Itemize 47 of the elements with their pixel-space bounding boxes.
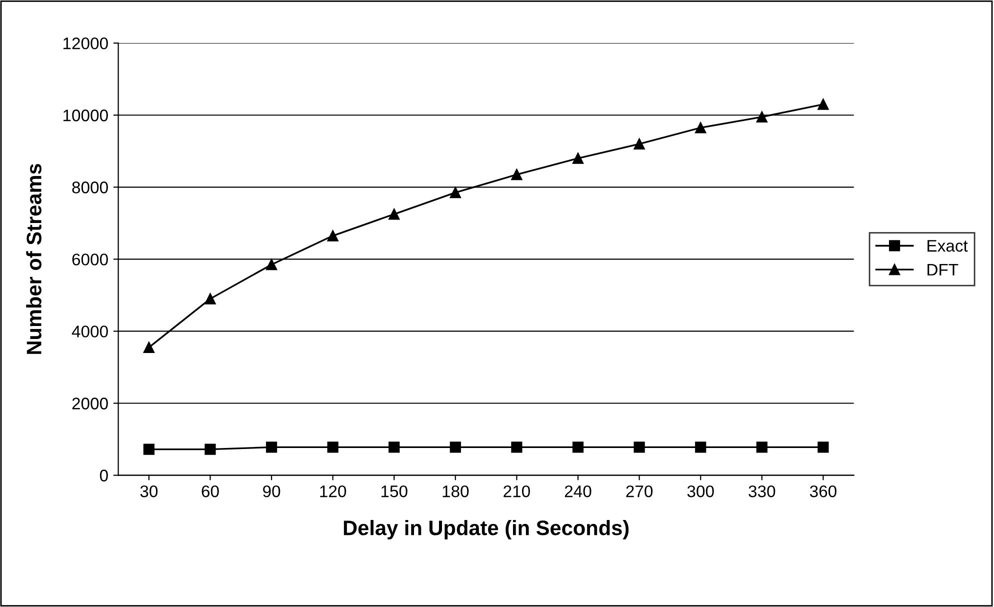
x-axis-title: Delay in Update (in Seconds) (344, 520, 629, 540)
point (388, 442, 400, 453)
point (695, 442, 706, 453)
point (204, 444, 216, 455)
x-tick-label: 330 (748, 485, 776, 498)
x-tick-label: 30 (140, 485, 158, 498)
x-tick-label: 300 (687, 485, 714, 498)
point (634, 442, 645, 453)
point (756, 442, 768, 453)
x-tick-label: 180 (442, 485, 469, 498)
point (143, 342, 154, 353)
y-tick-label: 10000 (63, 110, 108, 122)
point (818, 98, 829, 110)
point (634, 138, 645, 150)
point (695, 122, 706, 134)
x-tick-label: 90 (263, 485, 280, 498)
point (327, 442, 338, 453)
y-axis-title: Number of Streams (26, 164, 42, 354)
point (818, 442, 829, 453)
x-tick-label: 360 (810, 485, 836, 498)
point (266, 259, 278, 270)
x-tick-label: 240 (564, 485, 592, 498)
point (572, 152, 584, 164)
point (756, 111, 768, 122)
y-tick-label: 12000 (63, 38, 108, 50)
y-tick-label: 4000 (72, 326, 108, 338)
point (511, 168, 522, 180)
y-tick-label: 6000 (72, 254, 108, 266)
legend-label: Exact (928, 240, 968, 252)
y-tick-label: 8000 (72, 182, 108, 194)
point (511, 442, 522, 453)
y-tick-label: 0 (100, 470, 108, 482)
x-tick-label: 150 (381, 485, 408, 498)
x-tick-label: 120 (320, 485, 346, 498)
point (204, 293, 216, 304)
y-tick-label: 2000 (72, 398, 108, 410)
point (327, 230, 338, 242)
point (388, 208, 400, 220)
point (266, 442, 278, 453)
point (143, 444, 154, 455)
point (450, 187, 461, 198)
x-tick-label: 210 (504, 485, 530, 498)
legend-label: DFT (928, 264, 958, 276)
point (572, 442, 584, 453)
point (450, 442, 461, 453)
x-tick-label: 60 (202, 485, 219, 498)
x-tick-label: 270 (626, 485, 653, 498)
